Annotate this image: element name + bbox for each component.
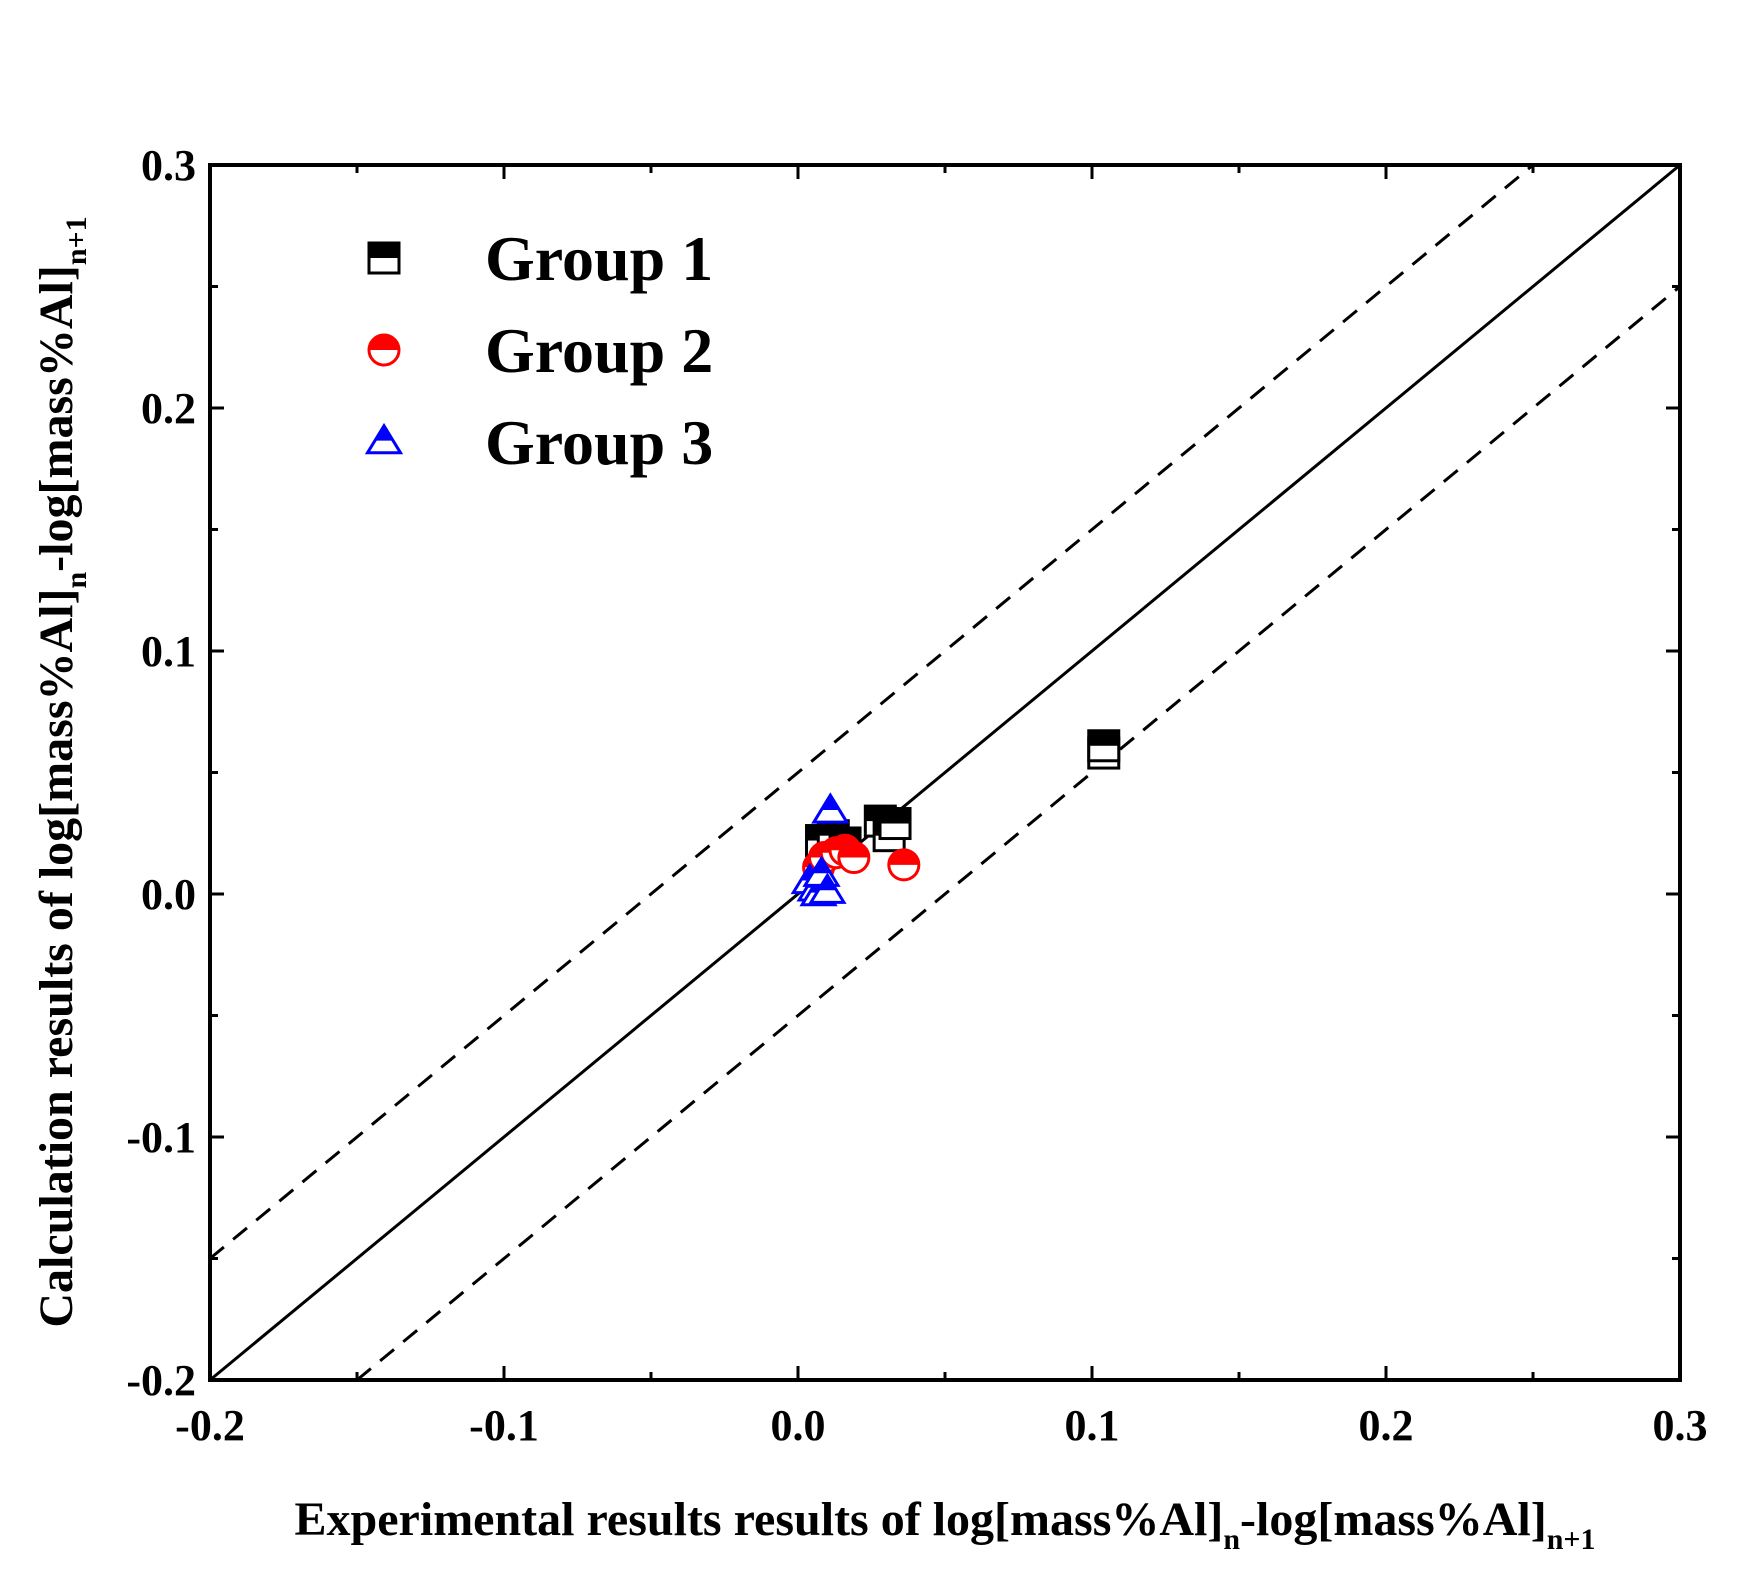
legend-label-group3: Group 3 bbox=[485, 407, 713, 478]
data-point-group3-5 bbox=[811, 792, 850, 824]
y-tick-label: -0.2 bbox=[126, 1356, 196, 1405]
y-tick-label: 0.3 bbox=[141, 141, 196, 190]
data-point-group1-5 bbox=[878, 807, 912, 841]
reference-line-solid-0 bbox=[209, 163, 1681, 1382]
axis-ticks: -0.2 -0.1 0.0 0.1 0.2 0.3 -0.2 -0.1 0.0 0.1 0.2 0.3 bbox=[126, 141, 1707, 1450]
legend: Group 1 Group 2 Group 3 bbox=[364, 223, 713, 478]
legend-label-group2: Group 2 bbox=[485, 315, 713, 386]
legend-marker-group3 bbox=[364, 422, 404, 455]
reference-lines bbox=[209, 163, 1681, 1382]
data-point-group1-7 bbox=[1087, 729, 1121, 763]
data-point-group2-5 bbox=[887, 848, 921, 882]
x-tick-label: 0.1 bbox=[1065, 1401, 1120, 1450]
legend-label-group1: Group 1 bbox=[485, 223, 713, 294]
y-axis-title: Calculation results of log[mass%Al]n-log… bbox=[30, 216, 93, 1327]
reference-line-dashed-2 bbox=[356, 285, 1681, 1382]
x-axis-title: Experimental results results of log[mass… bbox=[295, 1493, 1596, 1556]
plot-frame bbox=[208, 163, 1682, 1382]
x-tick-label: 0.0 bbox=[771, 1401, 826, 1450]
y-tick-label: 0.2 bbox=[141, 384, 196, 433]
y-tick-label: 0.0 bbox=[141, 870, 196, 919]
data-points bbox=[790, 729, 1121, 907]
legend-marker-group2 bbox=[367, 333, 401, 367]
y-tick-label: -0.1 bbox=[126, 1113, 196, 1162]
x-tick-label: -0.1 bbox=[469, 1401, 539, 1450]
x-tick-label: 0.3 bbox=[1653, 1401, 1708, 1450]
legend-marker-group1 bbox=[367, 241, 401, 275]
data-point-group2-4 bbox=[837, 841, 871, 875]
data-point-group3-4 bbox=[808, 872, 847, 904]
y-tick-label: 0.1 bbox=[141, 627, 196, 676]
x-tick-label: -0.2 bbox=[175, 1401, 245, 1450]
reference-line-dashed-1 bbox=[209, 163, 1534, 1260]
x-tick-label: 0.2 bbox=[1359, 1401, 1414, 1450]
